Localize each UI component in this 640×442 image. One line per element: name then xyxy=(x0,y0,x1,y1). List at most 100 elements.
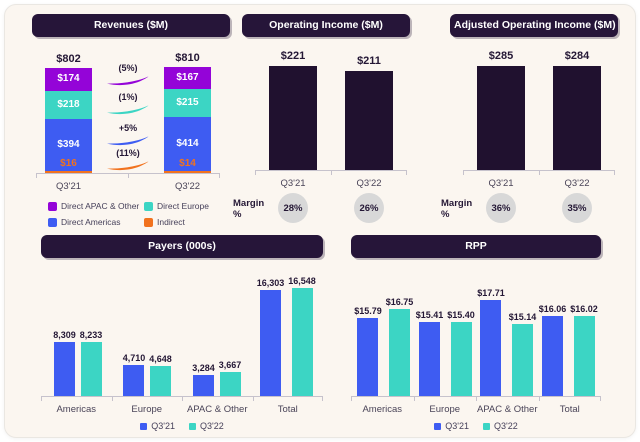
group-europe: 4,710 4,648 xyxy=(113,353,183,396)
category-label: Q3'22 xyxy=(564,178,590,189)
bar-total-q3-21 xyxy=(541,315,563,396)
bar-q3-22 xyxy=(553,66,601,170)
margin-badge-q322: 26% xyxy=(354,193,384,223)
category-label: Total xyxy=(559,404,580,415)
axis-tick xyxy=(252,397,254,401)
value-label: 8,309 xyxy=(53,329,76,340)
category-labels: Americas Europe APAC & Other Total xyxy=(41,401,323,415)
legend-item-direct-apac-other: Direct APAC & Other xyxy=(48,201,144,211)
segment-value: $218 xyxy=(57,99,80,111)
legend-label: Q3'22 xyxy=(494,421,518,431)
legend-label: Direct Europe xyxy=(157,201,209,211)
legend-swatch xyxy=(48,201,57,211)
bar-group-apac-other-q3-21: $17.71 xyxy=(477,288,505,396)
segment-value: $14 xyxy=(179,158,196,170)
legend-label: Q3'21 xyxy=(445,421,469,431)
margin-label: Margin % xyxy=(233,198,265,221)
bar-group-americas-q3-21: 8,309 xyxy=(53,330,76,396)
legend-swatch xyxy=(434,422,442,430)
revenues-title-bar: Revenues ($M) xyxy=(32,14,230,37)
value-label: $221 xyxy=(280,50,306,62)
bar-group-americas-q3-22: $16.75 xyxy=(385,297,414,396)
segment-direct-apac-other: $167 xyxy=(164,67,211,89)
top-row: Revenues ($M) $802 $174 $218 $394 $16 (5%) (1%… xyxy=(5,5,635,227)
bar-americas-q3-21 xyxy=(53,341,75,396)
rpp-plot: $15.79 $16.75 $15.41 $15.40 $17.71 $15.14 $16.… xyxy=(351,272,601,396)
value-label: 8,233 xyxy=(79,330,103,341)
stacked-bar: $167 $215 $414 $14 xyxy=(164,67,211,173)
operating-income-title-bar: Operating Income ($M) xyxy=(242,14,410,37)
adjusted-margin-row: Margin % 36% 35% xyxy=(441,193,618,225)
bar-europe-q3-21 xyxy=(418,321,440,396)
category-label: APAC & Other xyxy=(186,404,248,415)
x-axis xyxy=(41,396,323,401)
legend-swatch xyxy=(144,201,153,211)
legend-swatch xyxy=(189,422,196,430)
change-label: (1%) xyxy=(118,92,138,102)
adjusted-operating-income-title-bar: Adjusted Operating Income ($M) xyxy=(450,14,618,37)
group-total: $16.06 $16.02 xyxy=(538,304,600,396)
revenue-bar-q3-21: $802 $174 $218 $394 $16 xyxy=(45,53,92,173)
category-labels: Q3'21 Q3'22 xyxy=(463,175,615,189)
bar-apac-other-q3-21 xyxy=(480,300,502,396)
value-label: $15.41 xyxy=(415,309,444,320)
value-label: $284 xyxy=(564,50,590,63)
bar-q3-21 xyxy=(477,66,525,170)
legend-item-q3-22: Q3'22 xyxy=(189,421,224,431)
operating-income-chart: $221 $211 Q3'21 Q3'22 xyxy=(255,49,407,189)
axis-tick xyxy=(41,397,42,401)
segment-indirect: $16 xyxy=(45,158,92,173)
bar-group-europe-q3-22: 4,648 xyxy=(149,354,172,396)
value-label: 4,648 xyxy=(149,353,172,364)
category-label: Q3'21 xyxy=(55,181,82,192)
bar-apac-other-q3-21 xyxy=(192,374,214,396)
value-label: $16.75 xyxy=(385,297,414,308)
value-label: $16.02 xyxy=(570,303,598,314)
change-direct-americas: +5% xyxy=(92,124,164,147)
legend-label: Q3'22 xyxy=(200,421,224,431)
revenues-title: Revenues ($M) xyxy=(93,19,169,31)
segment-value: $215 xyxy=(176,96,199,108)
axis-tick xyxy=(219,174,220,178)
change-indirect: (11%) xyxy=(92,149,164,172)
bar-europe-q3-22 xyxy=(150,365,172,396)
panel-adjusted-operating-income: Adjusted Operating Income ($M) $285 $284 Q… xyxy=(441,14,618,227)
category-label: Q3'21 xyxy=(488,178,514,189)
legend-item-direct-europe: Direct Europe xyxy=(144,201,220,211)
category-label: Europe xyxy=(429,404,461,415)
change-direct-apac-other: (5%) xyxy=(92,64,164,87)
change-arrow-icon xyxy=(92,103,164,116)
category-label: Total xyxy=(277,404,298,415)
bar-americas-q3-21 xyxy=(357,318,379,396)
bar-total-q3-22 xyxy=(291,288,313,396)
legend-item-direct-americas: Direct Americas xyxy=(48,217,144,227)
panel-payers: Payers (000s) 8,309 8,233 4,710 4,648 3,284 3… xyxy=(41,235,323,431)
category-label: Q3'22 xyxy=(356,178,382,189)
margin-badge-q322: 35% xyxy=(562,193,592,223)
change-direct-europe: (1%) xyxy=(92,93,164,116)
axis-tick xyxy=(331,171,332,175)
axis-tick xyxy=(351,397,352,401)
bar-total-q3-21 xyxy=(259,289,281,396)
axis-tick xyxy=(539,171,540,175)
axis-tick xyxy=(406,171,407,175)
payers-000s-legend: Q3'21 Q3'22 xyxy=(41,421,323,431)
bar-europe-q3-21 xyxy=(123,365,145,396)
segment-direct-americas: $394 xyxy=(45,119,92,171)
axis-tick xyxy=(614,171,615,175)
axis-tick xyxy=(476,397,477,401)
operating-margin-row: Margin % 28% 26% xyxy=(233,193,410,225)
revenues-legend: Direct APAC & Other Direct Europe Direct A… xyxy=(48,201,220,227)
margin-badge-q321: 36% xyxy=(486,193,516,223)
adjusted-operating-income-m-plot: $285 $284 xyxy=(463,49,615,170)
x-axis xyxy=(351,396,601,401)
group-total: 16,303 16,548 xyxy=(252,276,322,396)
value-label: 3,667 xyxy=(218,360,242,371)
category-label: Europe xyxy=(131,404,163,415)
axis-tick xyxy=(463,171,464,175)
segment-value: $414 xyxy=(176,138,199,150)
change-label: (5%) xyxy=(118,63,138,73)
segment-indirect: $14 xyxy=(164,159,211,173)
adjusted-operating-income-chart: $285 $284 Q3'21 Q3'22 xyxy=(463,49,615,189)
axis-tick xyxy=(182,397,183,401)
